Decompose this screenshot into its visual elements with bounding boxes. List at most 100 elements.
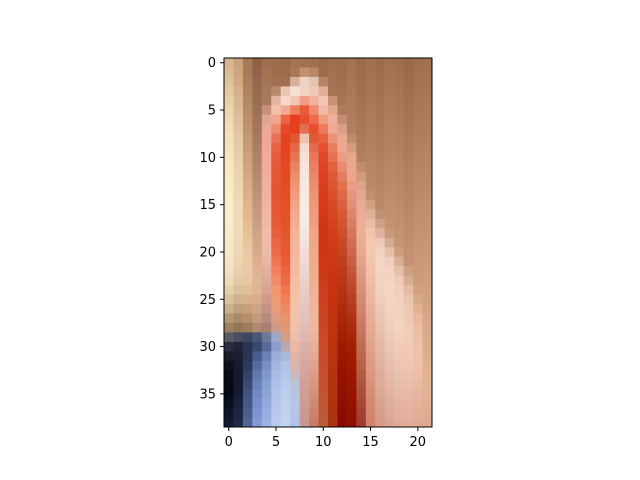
image-cell (413, 133, 423, 144)
image-cell (280, 76, 291, 87)
image-cell (422, 228, 433, 239)
image-cell (233, 124, 244, 135)
image-cell (224, 228, 234, 239)
image-cell (299, 171, 310, 182)
image-cell (280, 408, 291, 418)
image-cell (375, 294, 386, 305)
image-cell (318, 256, 329, 267)
image-cell (309, 95, 319, 106)
image-cell (242, 332, 253, 343)
image-cell (280, 152, 291, 163)
image-cell (261, 237, 272, 248)
image-cell (224, 76, 234, 87)
image-cell (403, 143, 414, 154)
image-cell (224, 247, 234, 258)
image-cell (280, 237, 291, 248)
image-cell (233, 143, 244, 154)
image-cell (356, 114, 367, 125)
image-cell (224, 190, 234, 201)
image-cell (346, 304, 357, 314)
image-cell (224, 341, 234, 352)
image-cell (328, 58, 338, 68)
image-cell (394, 58, 405, 68)
image-cell (365, 209, 376, 220)
image-cell (422, 133, 433, 144)
image-cell (261, 228, 272, 239)
image-cell (224, 58, 234, 68)
image-cell (318, 370, 329, 381)
image-cell (337, 67, 348, 78)
image-cell (261, 152, 272, 163)
image-cell (224, 266, 234, 277)
axes-frame (223, 57, 433, 428)
image-cell (328, 408, 338, 418)
image-cell (224, 105, 234, 116)
image-cell (403, 341, 414, 352)
image-cell (394, 218, 405, 229)
image-cell (224, 152, 234, 163)
image-cell (375, 114, 386, 125)
image-cell (365, 370, 376, 381)
image-cell (328, 389, 338, 400)
image-cell (328, 313, 338, 324)
image-cell (422, 190, 433, 201)
image-cell (413, 95, 423, 106)
image-cell (318, 105, 329, 116)
image-cell (261, 247, 272, 258)
image-cell (413, 124, 423, 135)
image-cell (356, 152, 367, 163)
image-cell (224, 124, 234, 135)
image-cell (422, 304, 433, 314)
image-cell (394, 152, 405, 163)
image-cell (375, 285, 386, 295)
image-cell (328, 322, 338, 333)
image-cell (290, 247, 301, 258)
image-cell (346, 247, 357, 258)
image-cell (261, 218, 272, 229)
image-cell (271, 379, 282, 390)
image-cell (356, 370, 367, 381)
image-cell (224, 162, 234, 172)
image-cell (271, 152, 282, 163)
image-cell (413, 143, 423, 154)
image-cell (337, 199, 348, 210)
image-cell (356, 266, 367, 277)
image-cell (413, 171, 423, 182)
image-cell (384, 76, 395, 87)
image-cell (280, 351, 291, 362)
image-cell (233, 76, 244, 87)
image-cell (413, 379, 423, 390)
image-cell (337, 304, 348, 314)
image-cell (309, 408, 319, 418)
image-cell (290, 379, 301, 390)
image-cell (280, 294, 291, 305)
image-cell (422, 181, 433, 191)
image-cell (318, 285, 329, 295)
image-cell (356, 398, 367, 409)
image-cell (224, 181, 234, 191)
image-cell (328, 256, 338, 267)
image-cell (356, 95, 367, 106)
image-cell (337, 294, 348, 305)
image-cell (309, 313, 319, 324)
y-tick-label: 15 (199, 198, 216, 213)
image-cell (271, 408, 282, 418)
image-cell (384, 237, 395, 248)
image-cell (413, 190, 423, 201)
image-cell (271, 95, 282, 106)
image-cell (280, 67, 291, 78)
image-cell (252, 285, 263, 295)
image-cell (403, 256, 414, 267)
image-cell (346, 266, 357, 277)
image-cell (403, 171, 414, 182)
x-tick-label: 15 (362, 435, 379, 450)
image-cell (356, 171, 367, 182)
image-cell (413, 181, 423, 191)
image-cell (252, 294, 263, 305)
image-cell (318, 247, 329, 258)
image-cell (318, 209, 329, 220)
image-cell (242, 285, 253, 295)
image-cell (309, 114, 319, 125)
image-cell (365, 313, 376, 324)
image-cell (375, 341, 386, 352)
